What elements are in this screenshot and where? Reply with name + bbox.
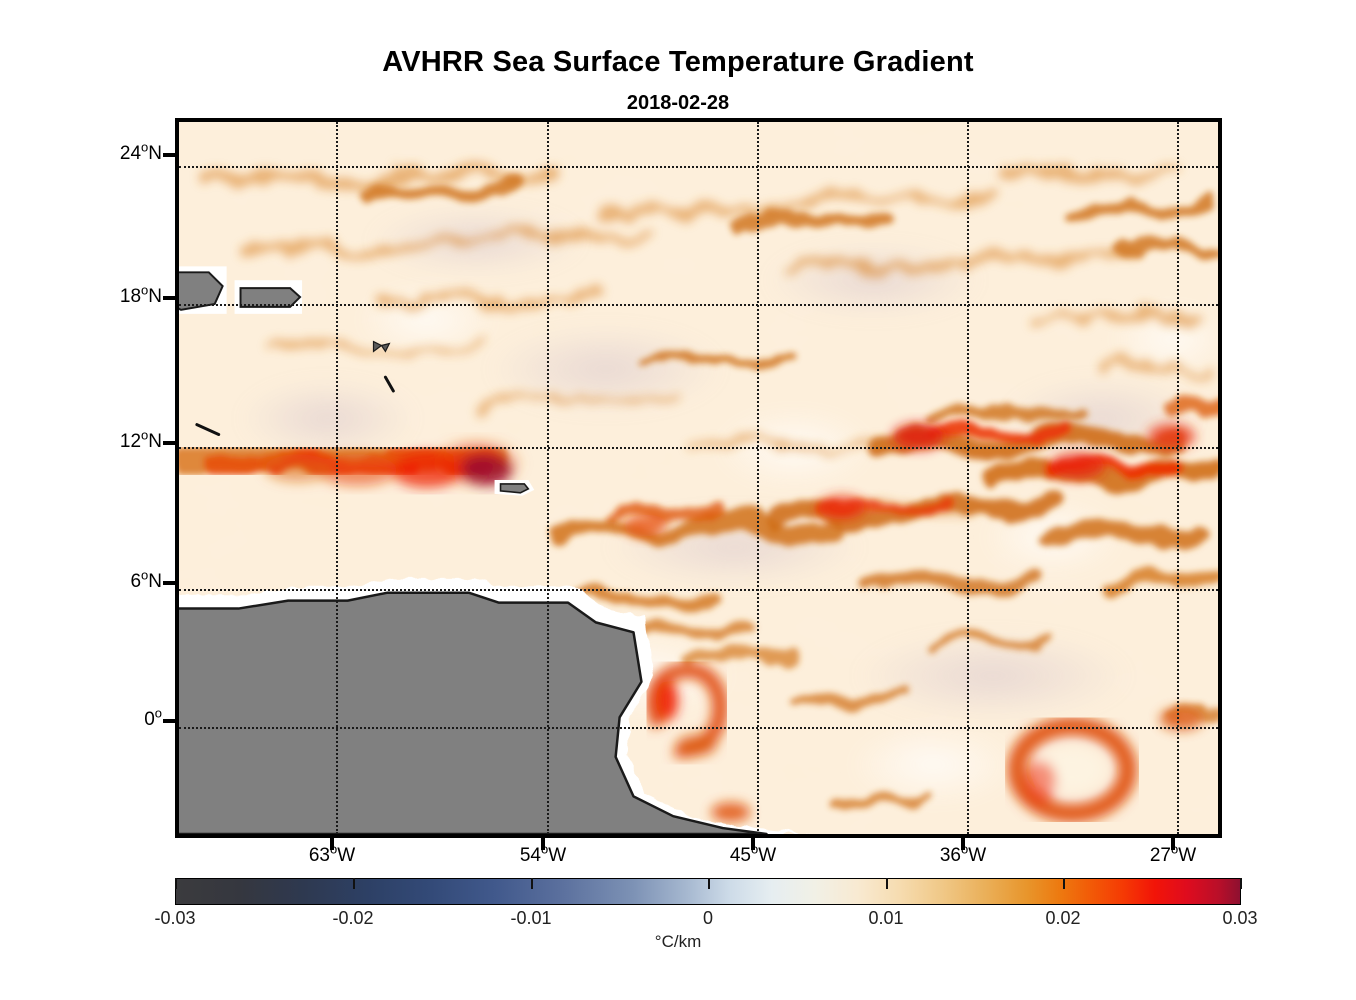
degree-symbol: o bbox=[1170, 841, 1179, 857]
colorbar-label: 0 bbox=[702, 908, 713, 928]
ytick-mark bbox=[163, 441, 175, 445]
xtick-hemi: W bbox=[1178, 845, 1197, 866]
xtick-value: 63 bbox=[308, 845, 330, 866]
xtick-hemi: W bbox=[548, 845, 567, 866]
degree-symbol: o bbox=[960, 841, 969, 857]
figure-title: AVHRR Sea Surface Temperature Gradient bbox=[382, 46, 974, 78]
colorbar-label: -0.01 bbox=[510, 908, 552, 928]
colorbar-label: -0.03 bbox=[154, 908, 196, 928]
colorbar-tick bbox=[531, 878, 533, 889]
ytick-mark bbox=[163, 296, 175, 300]
xtick-hemi: W bbox=[968, 845, 987, 866]
xtick-mark bbox=[330, 838, 334, 850]
ytick-mark bbox=[163, 153, 175, 157]
ytick-label-12N: 12oN bbox=[119, 427, 162, 453]
xtick-hemi: W bbox=[758, 845, 777, 866]
xtick-label-27W: 27oW bbox=[1113, 841, 1233, 867]
ytick-value: 12 bbox=[119, 431, 142, 452]
degree-symbol: o bbox=[141, 282, 149, 298]
xtick-mark bbox=[961, 838, 965, 850]
degree-symbol: o bbox=[154, 705, 162, 721]
ytick-hemi: N bbox=[148, 431, 162, 452]
ytick-hemi: N bbox=[148, 143, 162, 164]
xtick-value: 54 bbox=[519, 845, 541, 866]
xtick-label-45W: 45oW bbox=[693, 841, 813, 867]
colorbar-label: 0.03 bbox=[1222, 908, 1258, 928]
figure-subtitle: 2018-02-28 bbox=[626, 92, 730, 114]
degree-symbol: o bbox=[750, 841, 759, 857]
degree-symbol: o bbox=[329, 841, 338, 857]
xtick-label-63W: 63oW bbox=[272, 841, 392, 867]
ytick-value: 18 bbox=[119, 286, 142, 307]
ytick-value: 24 bbox=[119, 143, 142, 164]
ytick-label-24N: 24oN bbox=[119, 139, 162, 165]
colorbar-label: 0.01 bbox=[868, 908, 904, 928]
colorbar-tick bbox=[1240, 878, 1242, 889]
degree-symbol: o bbox=[141, 139, 149, 155]
xtick-mark bbox=[541, 838, 545, 850]
colorbar-units-label: °C/km bbox=[654, 932, 702, 951]
colorbar-tick bbox=[708, 878, 710, 889]
xtick-value: 36 bbox=[939, 845, 961, 866]
map-plot-area bbox=[175, 118, 1222, 838]
xtick-value: 27 bbox=[1149, 845, 1171, 866]
degree-symbol: o bbox=[141, 427, 149, 443]
ytick-value: 0 bbox=[144, 709, 155, 730]
sst-gradient-heatmap bbox=[179, 122, 1218, 834]
colorbar-label: -0.02 bbox=[332, 908, 374, 928]
xtick-label-54W: 54oW bbox=[483, 841, 603, 867]
xtick-label-36W: 36oW bbox=[903, 841, 1023, 867]
ytick-mark bbox=[163, 581, 175, 585]
colorbar-tick bbox=[1063, 878, 1065, 889]
colorbar-label: 0.02 bbox=[1045, 908, 1081, 928]
degree-symbol: o bbox=[540, 841, 549, 857]
xtick-mark bbox=[1171, 838, 1175, 850]
ytick-label-18N: 18oN bbox=[119, 282, 162, 308]
xtick-mark bbox=[751, 838, 755, 850]
ytick-hemi: N bbox=[148, 571, 162, 592]
ytick-mark bbox=[163, 719, 175, 723]
colorbar-tick bbox=[353, 878, 355, 889]
ytick-hemi: N bbox=[148, 286, 162, 307]
ytick-label-6N: 6oN bbox=[130, 567, 162, 593]
ytick-value: 6 bbox=[130, 571, 142, 592]
colorbar-tick bbox=[175, 878, 177, 889]
ytick-label-0: 0o bbox=[144, 705, 162, 731]
xtick-value: 45 bbox=[729, 845, 751, 866]
colorbar-tick bbox=[886, 878, 888, 889]
degree-symbol: o bbox=[141, 567, 149, 583]
xtick-hemi: W bbox=[337, 845, 356, 866]
